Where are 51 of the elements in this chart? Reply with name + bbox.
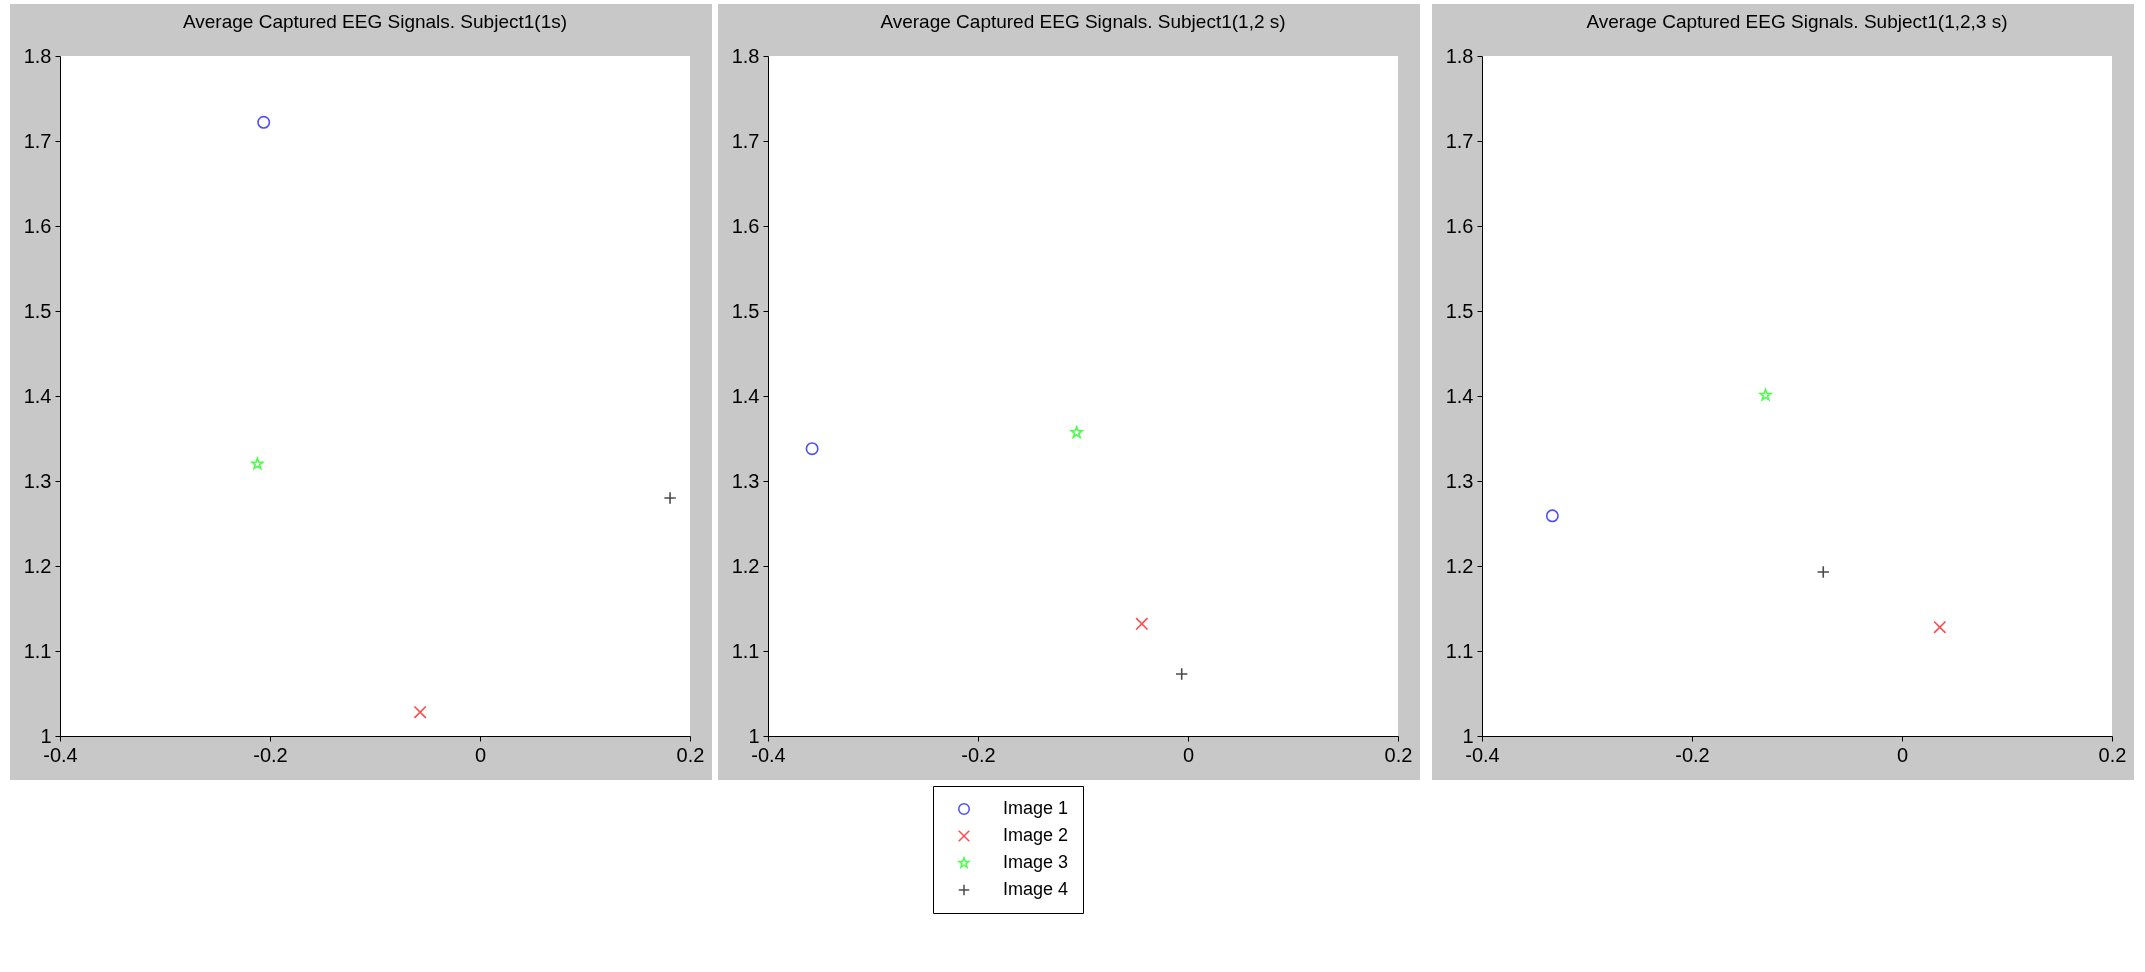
point [1759,388,1772,401]
x-tick-label: 0.2 [2098,743,2127,766]
point [1545,509,1559,523]
y-tick-label: 1.3 [1445,469,1474,492]
point [1175,667,1189,681]
y-tick-label: 1.4 [23,384,52,407]
point [1135,617,1149,631]
x-tick-label: 0 [1182,743,1195,766]
legend-label: Image 3 [1003,852,1069,872]
point [1933,620,1947,634]
y-tick-label: 1.2 [731,554,760,577]
y-tick-label: 1.3 [23,469,52,492]
y-tick-label: 1.7 [23,129,52,152]
point [1816,565,1830,579]
y-tick-label: 1.1 [731,639,760,662]
x-tick-label: -0.2 [1675,743,1710,766]
y-tick-label: 1.1 [23,639,52,662]
y-tick-label: 1.5 [1445,299,1474,322]
chart-title: Average Captured EEG Signals. Subject1(1,2,3 s) [1586,11,2008,32]
y-tick-label: 1.5 [23,299,52,322]
point [413,705,427,719]
y-tick-label: 1.6 [731,214,760,237]
y-tick-label: 1.8 [1445,44,1474,67]
y-tick-label: 1.5 [731,299,760,322]
y-tick-label: 1.8 [23,44,52,67]
y-tick-label: 1.4 [1445,384,1474,407]
legend-label: Image 1 [1003,798,1069,818]
x-tick-label: 0 [474,743,487,766]
chart-title: Average Captured EEG Signals. Subject1(1,2 s) [880,11,1286,32]
x-tick-label: 0 [1896,743,1909,766]
y-tick-label: 1.3 [731,469,760,492]
point [257,115,271,129]
y-tick-label: 1.1 [1445,639,1474,662]
y-tick-label: 1.6 [23,214,52,237]
x-tick-label: 0.2 [676,743,705,766]
y-tick-label: 1.7 [731,129,760,152]
point [805,442,819,456]
legend-label: Image 4 [1003,879,1069,899]
x-tick-label: 0.2 [1384,743,1413,766]
point [251,457,264,470]
x-tick-label: -0.2 [253,743,288,766]
x-tick-label: -0.2 [961,743,996,766]
y-tick-label: 1.2 [1445,554,1474,577]
chart-title: Average Captured EEG Signals. Subject1(1s) [182,11,568,32]
legend-label: Image 2 [1003,825,1069,845]
y-tick-label: 1.4 [731,384,760,407]
y-tick-label: 1.7 [1445,129,1474,152]
y-tick-label: 1.6 [1445,214,1474,237]
point [663,491,677,505]
y-tick-label: 1.2 [23,554,52,577]
y-tick-label: 1.8 [731,44,760,67]
